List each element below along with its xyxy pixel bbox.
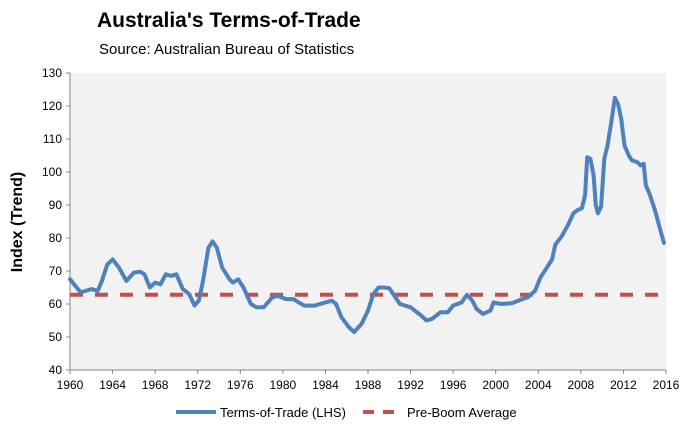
y-tick-label: 40 bbox=[49, 363, 63, 377]
x-tick-label: 1988 bbox=[355, 378, 382, 392]
y-tick-label: 50 bbox=[49, 330, 63, 344]
x-tick-label: 1992 bbox=[397, 378, 424, 392]
legend-label-terms-of-trade: Terms-of-Trade (LHS) bbox=[220, 405, 346, 420]
x-tick-label: 1972 bbox=[184, 378, 211, 392]
x-tick-label: 1976 bbox=[227, 378, 254, 392]
x-tick-label: 2016 bbox=[653, 378, 680, 392]
x-tick-label: 1968 bbox=[142, 378, 169, 392]
chart-title: Australia's Terms-of-Trade bbox=[97, 9, 361, 32]
x-tick-label: 1964 bbox=[99, 378, 126, 392]
y-tick-label: 70 bbox=[49, 264, 63, 278]
x-tick-label: 2000 bbox=[482, 378, 509, 392]
x-tick-label: 2008 bbox=[568, 378, 595, 392]
legend: Terms-of-Trade (LHS) Pre-Boom Average bbox=[176, 405, 517, 420]
y-tick-label: 90 bbox=[49, 198, 63, 212]
x-tick-label: 1984 bbox=[312, 378, 339, 392]
chart-subtitle: Source: Australian Bureau of Statistics bbox=[99, 41, 355, 58]
y-tick-label: 100 bbox=[42, 165, 62, 179]
y-tick-label: 80 bbox=[49, 231, 63, 245]
x-tick-label: 1960 bbox=[57, 378, 84, 392]
legend-label-pre-boom-average: Pre-Boom Average bbox=[407, 405, 517, 420]
series-line-terms-of-trade bbox=[68, 95, 666, 335]
y-tick-label: 120 bbox=[42, 99, 62, 113]
x-tick-label: 1996 bbox=[440, 378, 467, 392]
y-tick-label: 110 bbox=[43, 132, 62, 146]
x-tick-label: 2012 bbox=[610, 378, 637, 392]
x-tick-label: 1980 bbox=[270, 378, 297, 392]
x-tick-label: 2004 bbox=[525, 378, 552, 392]
y-axis-label: Index (Trend) bbox=[9, 172, 26, 272]
y-tick-label: 60 bbox=[49, 297, 63, 311]
plot-area bbox=[70, 73, 666, 370]
y-tick-label: 130 bbox=[42, 66, 62, 80]
